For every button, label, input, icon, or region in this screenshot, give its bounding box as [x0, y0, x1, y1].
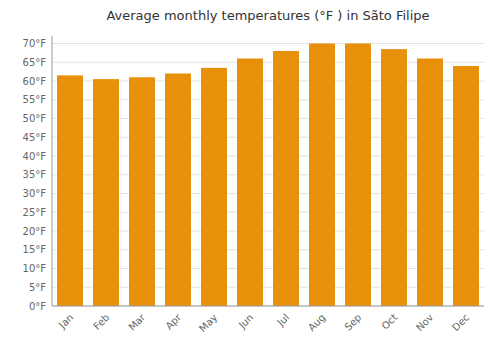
x-axis: Jan Feb Mar Apr May Jun Jul Aug Sep Oct Nov Dec	[56, 311, 471, 334]
y-tick-label: 55°F	[23, 94, 47, 105]
grid-line	[52, 306, 484, 307]
y-tick-label: 30°F	[23, 188, 47, 199]
bar	[201, 68, 227, 306]
x-tick-label: Jun	[236, 312, 256, 332]
y-tick-label: 35°F	[23, 169, 47, 180]
x-tick-label: Aug	[306, 312, 328, 334]
y-axis-line	[52, 36, 53, 306]
y-tick-label: 0°F	[29, 301, 46, 312]
chart: Average monthly temperatures (°F ) in Sã…	[0, 0, 500, 350]
y-tick-label: 15°F	[23, 244, 47, 255]
y-tick-label: 10°F	[23, 263, 47, 274]
bar	[453, 66, 479, 306]
x-tick-label: Oct	[379, 312, 399, 332]
x-tick-label: Jul	[274, 312, 291, 329]
y-tick-label: 25°F	[23, 207, 47, 218]
bar	[345, 44, 371, 307]
grid-line	[52, 43, 484, 44]
x-tick-label: Mar	[126, 311, 148, 333]
y-axis: 0°F 5°F 10°F 15°F 20°F 25°F 30°F 35°F 40°F 45°F 50…	[23, 38, 484, 312]
y-tick-label: 65°F	[23, 57, 47, 68]
y-tick-label: 70°F	[23, 38, 47, 49]
bar	[165, 74, 191, 307]
x-axis-line	[52, 306, 484, 307]
bar	[93, 79, 119, 306]
x-tick-label: Dec	[450, 312, 471, 333]
y-tick-label: 5°F	[29, 282, 46, 293]
bar	[417, 59, 443, 307]
y-tick-label: 45°F	[23, 132, 47, 143]
y-tick-label: 50°F	[23, 113, 47, 124]
bar	[309, 44, 335, 307]
chart-container: Average monthly temperatures (°F ) in Sã…	[0, 0, 500, 350]
x-tick-label: Jan	[56, 312, 75, 331]
x-tick-label: Feb	[91, 312, 111, 332]
bar	[57, 75, 83, 306]
bar	[381, 49, 407, 306]
x-tick-label: Sep	[342, 312, 363, 333]
bar	[273, 51, 299, 306]
x-tick-label: Nov	[414, 312, 436, 334]
x-tick-label: Apr	[163, 311, 184, 332]
bar	[129, 77, 155, 306]
y-tick-label: 60°F	[23, 76, 47, 87]
y-tick-label: 20°F	[23, 226, 47, 237]
bar	[237, 59, 263, 307]
y-tick-label: 40°F	[23, 151, 47, 162]
x-tick-label: May	[197, 312, 219, 334]
title: Average monthly temperatures (°F ) in Sã…	[106, 8, 429, 23]
bars	[57, 44, 479, 307]
